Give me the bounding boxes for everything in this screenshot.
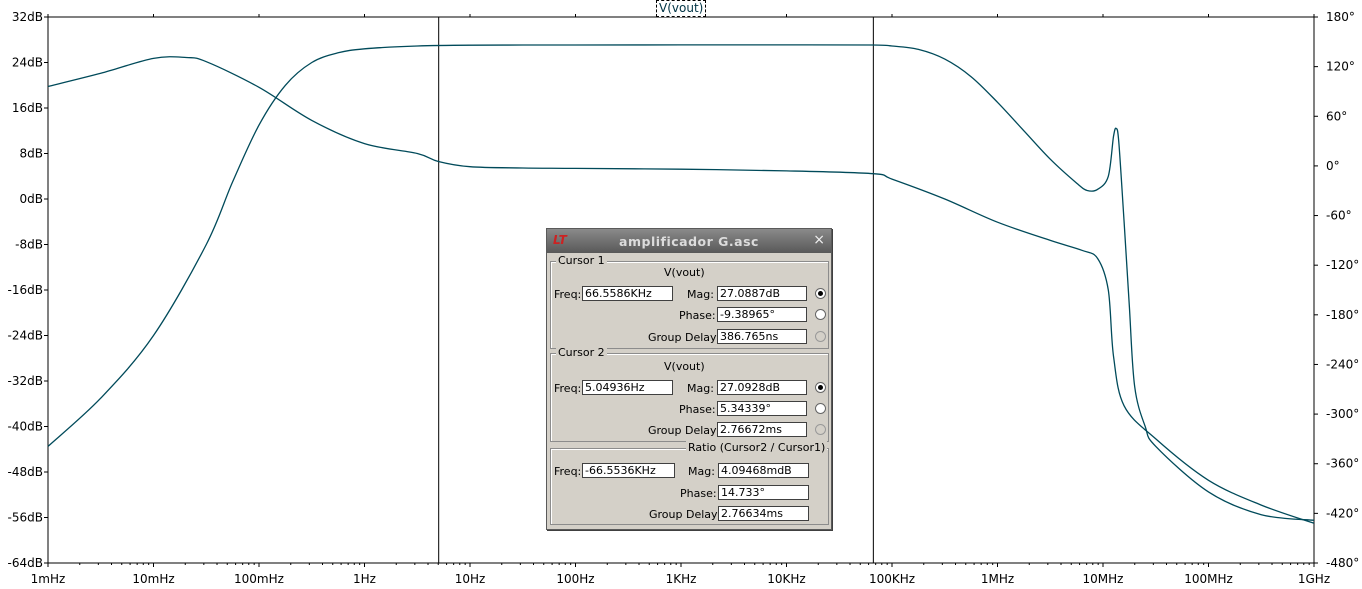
x-tick-label: 100mHz <box>234 572 284 586</box>
y-left-tick-label: 16dB <box>12 101 43 115</box>
x-tick-label: 10KHz <box>767 572 805 586</box>
cursor2-phase-field[interactable]: 5.34339° <box>717 401 807 416</box>
y-left-tick-label: -32dB <box>8 374 43 388</box>
ratio-mag-field[interactable]: 4.09468mdB <box>718 463 809 478</box>
ratio-gd-field[interactable]: 2.76634ms <box>718 506 809 521</box>
y-right-tick-label: -180° <box>1326 308 1359 322</box>
y-left-tick-label: 0dB <box>20 192 43 206</box>
x-tick-label: 1Hz <box>353 572 376 586</box>
cursor1-mag-label: Mag: <box>687 288 714 301</box>
y-left-tick-label: 8dB <box>20 147 43 161</box>
cursor1-trace: V(vout) <box>664 266 705 279</box>
ratio-phase-field[interactable]: 14.733° <box>718 485 809 500</box>
cursor-lines[interactable] <box>438 17 874 563</box>
y-left-tick-label: -56dB <box>8 511 43 525</box>
x-tick-label: 10Hz <box>455 572 486 586</box>
ratio-group: Ratio (Cursor2 / Cursor1) Freq: -66.5536… <box>550 441 829 525</box>
cursor2-mag-radio[interactable] <box>815 382 826 393</box>
cursor1-gd-label: Group Delay: <box>648 331 720 344</box>
ratio-gd-label: Group Delay: <box>649 508 721 521</box>
cursor2-phase-radio[interactable] <box>815 403 826 414</box>
close-icon[interactable]: × <box>813 232 825 248</box>
cursor1-gd-field[interactable]: 386.765ns <box>717 329 807 344</box>
cursor2-mag-field[interactable]: 27.0928dB <box>717 380 807 395</box>
cursor2-phase-label: Phase: <box>679 403 716 416</box>
x-tick-label: 10MHz <box>1083 572 1124 586</box>
cursor1-mag-field[interactable]: 27.0887dB <box>717 286 807 301</box>
y-right-tick-label: 0° <box>1326 159 1340 173</box>
y-right-tick-label: -360° <box>1326 457 1359 471</box>
y-right-tick-label: 60° <box>1326 109 1347 123</box>
y-right-tick-label: -120° <box>1326 258 1359 272</box>
x-tick-label: 1GHz <box>1298 572 1330 586</box>
y-right-tick-label: -480° <box>1326 556 1359 570</box>
x-tick-label: 100MHz <box>1184 572 1233 586</box>
cursor-dialog[interactable]: LT amplificador G.asc × Cursor 1 V(vout)… <box>546 228 832 530</box>
x-tick-label: 1MHz <box>981 572 1014 586</box>
lt-logo-icon: LT <box>553 233 567 247</box>
cursor1-legend: Cursor 1 <box>556 254 607 267</box>
ratio-legend: Ratio (Cursor2 / Cursor1) <box>686 441 828 454</box>
axis-ticks: 1mHz 10mHz 100mHz 1Hz 10Hz 100Hz 1KHz 10KHz 100K… <box>8 10 1360 586</box>
cursor1-mag-radio[interactable] <box>815 288 826 299</box>
phase-trace <box>47 56 1315 524</box>
ratio-freq-field[interactable]: -66.5536KHz <box>582 463 675 478</box>
x-tick-label: 10mHz <box>132 572 174 586</box>
magnitude-trace <box>47 44 1315 521</box>
ratio-freq-label: Freq: <box>554 465 582 478</box>
y-left-tick-label: 32dB <box>12 10 43 24</box>
y-left-tick-label: -24dB <box>8 329 43 343</box>
y-left-tick-label: 24dB <box>12 56 43 70</box>
y-right-tick-label: -300° <box>1326 407 1359 421</box>
y-right-tick-label: 120° <box>1326 60 1355 74</box>
cursor1-freq-field[interactable]: 66.5586KHz <box>582 286 673 301</box>
cursor2-gd-radio[interactable] <box>815 424 826 435</box>
x-tick-label: 1mHz <box>31 572 66 586</box>
dialog-title: amplificador G.asc <box>619 234 759 249</box>
y-left-tick-label: -8dB <box>15 238 43 252</box>
y-right-tick-label: -420° <box>1326 506 1359 520</box>
cursor2-gd-label: Group Delay: <box>648 424 720 437</box>
traces <box>47 44 1315 524</box>
trace-label[interactable]: V(vout) <box>656 0 707 17</box>
cursor1-gd-radio[interactable] <box>815 331 826 342</box>
y-left-tick-label: -16dB <box>8 283 43 297</box>
cursor1-phase-radio[interactable] <box>815 309 826 320</box>
cursor1-group: Cursor 1 V(vout) Freq: 66.5586KHz Mag: 2… <box>550 254 829 349</box>
y-right-tick-label: -240° <box>1326 357 1359 371</box>
dialog-titlebar[interactable]: LT amplificador G.asc × <box>547 229 831 253</box>
y-left-tick-label: -40dB <box>8 420 43 434</box>
ratio-mag-label: Mag: <box>688 465 715 478</box>
cursor1-phase-field[interactable]: -9.38965° <box>717 307 807 322</box>
x-tick-label: 100KHz <box>869 572 915 586</box>
cursor1-phase-label: Phase: <box>679 309 716 322</box>
y-left-tick-label: -48dB <box>8 465 43 479</box>
cursor2-trace: V(vout) <box>664 360 705 373</box>
cursor2-group: Cursor 2 V(vout) Freq: 5.04936Hz Mag: 27… <box>550 346 829 442</box>
cursor2-freq-field[interactable]: 5.04936Hz <box>582 380 673 395</box>
y-right-tick-label: -60° <box>1326 209 1352 223</box>
y-right-tick-label: 180° <box>1326 10 1355 24</box>
cursor2-mag-label: Mag: <box>687 382 714 395</box>
y-left-tick-label: -64dB <box>8 556 43 570</box>
x-tick-label: 1KHz <box>666 572 697 586</box>
x-tick-label: 100Hz <box>556 572 594 586</box>
cursor2-gd-field[interactable]: 2.76672ms <box>717 422 807 437</box>
cursor2-freq-label: Freq: <box>554 382 582 395</box>
cursor1-freq-label: Freq: <box>554 288 582 301</box>
ratio-phase-label: Phase: <box>680 487 717 500</box>
cursor2-legend: Cursor 2 <box>556 346 607 359</box>
